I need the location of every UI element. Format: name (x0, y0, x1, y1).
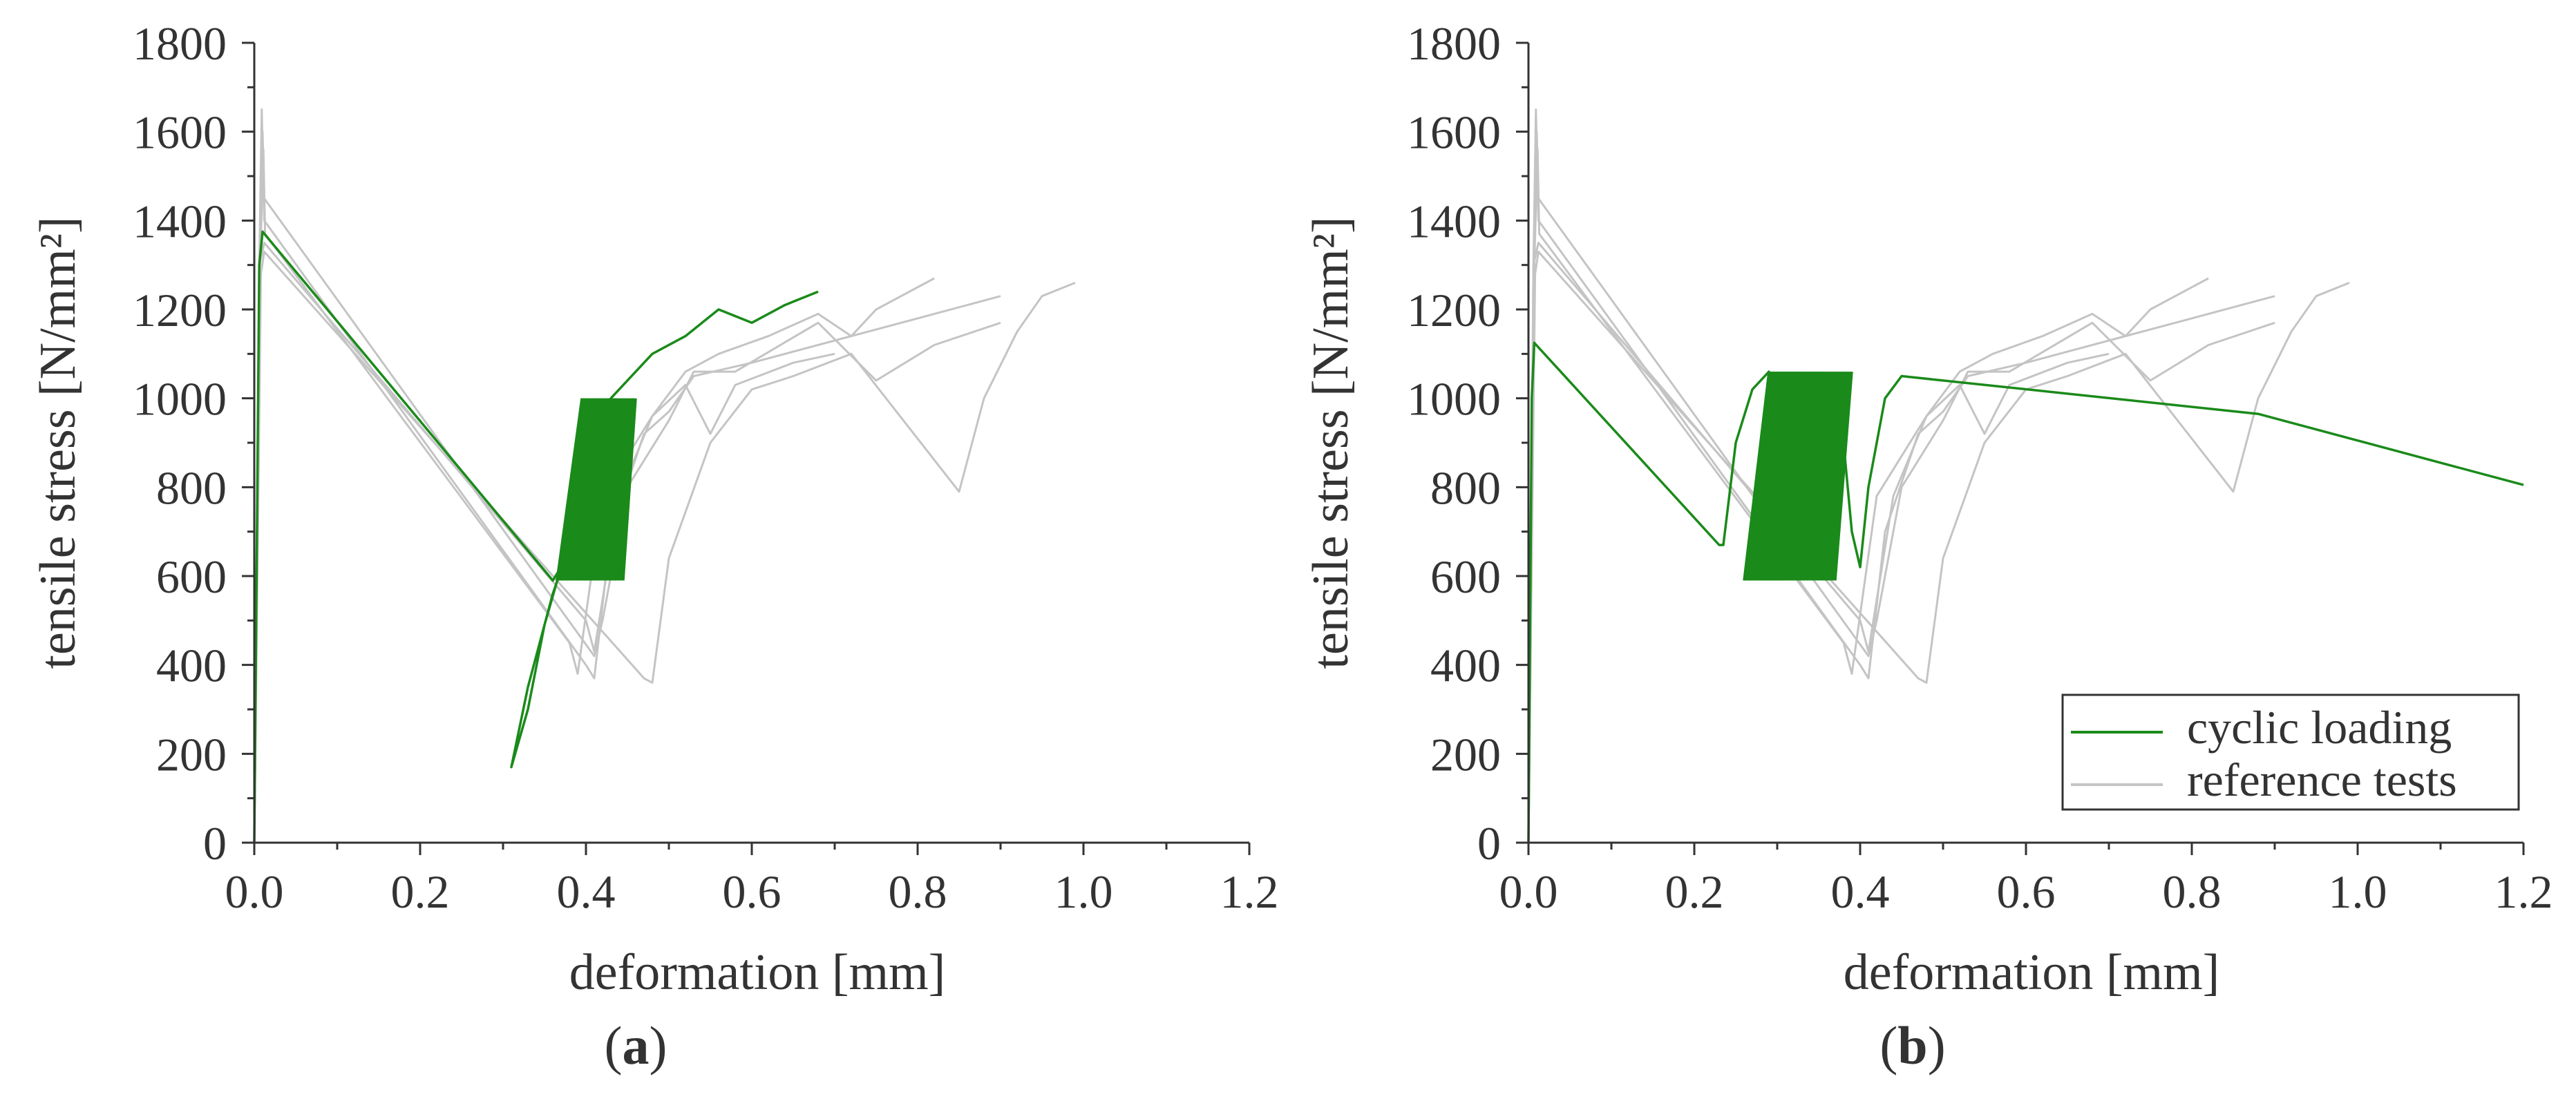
cyclic-series-b (1527, 341, 2524, 843)
y-tick-label-a-5: 1000 (133, 373, 227, 425)
y-tick-label-b-9: 1800 (1407, 17, 1501, 70)
y-tick-label-a-9: 1800 (133, 17, 227, 70)
y-tick-label-a-4: 800 (156, 461, 227, 514)
panel-label-a-letter: a (623, 1015, 650, 1075)
legend-box (2061, 693, 2520, 811)
y-tick-label-a-8: 1600 (133, 106, 227, 159)
x-tick-label-a-4: 0.8 (889, 865, 947, 918)
legend-b: cyclic loading reference tests (2061, 693, 2520, 811)
y-tick-label-b-4: 800 (1430, 461, 1501, 514)
x-tick-label-b-6: 1.2 (2494, 865, 2553, 918)
panel-label-a-open: ( (605, 1015, 623, 1075)
cyclic-series-a (253, 230, 819, 843)
y-tick-label-b-7: 1400 (1407, 195, 1501, 247)
cyclic-band-b (1743, 371, 1853, 581)
y-axis-label-a: tensile stress [N/mm²] (30, 216, 86, 669)
legend-label-reference: reference tests (2187, 754, 2457, 806)
x-tick-label-b-1: 0.2 (1665, 865, 1724, 918)
y-tick-label-b-3: 600 (1430, 550, 1501, 603)
y-tick-label-b-6: 1200 (1407, 284, 1501, 336)
x-tick-label-b-2: 0.4 (1831, 865, 1890, 918)
cyclic-loading-line-a (253, 230, 819, 843)
panel-label-a: (a) (605, 1015, 667, 1075)
reference-test-line-a-5 (253, 242, 835, 843)
reference-test-line-b-2 (1527, 131, 2275, 843)
y-tick-label-a-1: 200 (156, 728, 227, 781)
x-tick-label-a-1: 0.2 (391, 865, 450, 918)
x-axis-label-b: deformation [mm] (1844, 944, 2220, 1001)
panel-label-a-close: ) (650, 1015, 667, 1075)
x-ticks-a: 0.0 0.2 0.4 0.6 0.8 1.0 1.2 (225, 843, 1279, 918)
reference-series-a (253, 108, 1076, 843)
panel-label-b-letter: b (1897, 1015, 1927, 1075)
plot-area-a (253, 108, 1076, 843)
reference-test-line-a-4 (253, 250, 1076, 843)
y-tick-label-b-0: 0 (1477, 817, 1501, 870)
panel-a: 0 200 400 600 800 1000 1200 1400 1600 1800 0.0 0.2… (30, 17, 1279, 1075)
y-tick-label-b-2: 400 (1430, 640, 1501, 692)
x-tick-label-b-0: 0.0 (1499, 865, 1558, 918)
panel-label-b-close: ) (1928, 1015, 1946, 1075)
x-tick-label-a-6: 1.2 (1220, 865, 1279, 918)
x-tick-label-b-4: 0.8 (2163, 865, 2222, 918)
y-tick-label-b-8: 1600 (1407, 106, 1501, 159)
plot-area-b (1527, 108, 2524, 843)
x-tick-label-a-2: 0.4 (557, 865, 616, 918)
reference-test-line-b-5 (1527, 242, 2110, 843)
y-tick-label-b-1: 200 (1430, 728, 1501, 781)
panel-label-b: (b) (1879, 1015, 1945, 1075)
y-tick-label-a-3: 600 (156, 550, 227, 603)
reference-series-b (1527, 108, 2350, 843)
y-tick-label-a-0: 0 (203, 817, 227, 870)
x-tick-label-a-3: 0.6 (723, 865, 782, 918)
reference-test-line-b-1 (1527, 108, 2275, 843)
y-tick-label-a-6: 1200 (133, 284, 227, 336)
x-tick-label-a-0: 0.0 (225, 865, 284, 918)
y-ticks-a: 0 200 400 600 800 1000 1200 1400 1600 1800 (133, 17, 254, 870)
y-tick-label-a-2: 400 (156, 640, 227, 692)
x-tick-label-b-3: 0.6 (1997, 865, 2056, 918)
y-ticks-b: 0 200 400 600 800 1000 1200 1400 1600 1800 (1407, 17, 1528, 870)
y-tick-label-a-7: 1400 (133, 195, 227, 247)
cyclic-band-a (556, 398, 637, 581)
x-axis-label-a: deformation [mm] (569, 944, 946, 1001)
x-tick-label-b-5: 1.0 (2329, 865, 2387, 918)
legend-label-cyclic: cyclic loading (2187, 701, 2452, 754)
panel-label-b-open: ( (1879, 1015, 1897, 1075)
y-axis-label-b: tensile stress [N/mm²] (1303, 216, 1359, 669)
x-ticks-b: 0.0 0.2 0.4 0.6 0.8 1.0 1.2 (1499, 843, 2553, 918)
y-tick-label-b-5: 1000 (1407, 373, 1501, 425)
reference-test-line-a-2 (253, 131, 1001, 843)
x-tick-label-a-5: 1.0 (1054, 865, 1113, 918)
panel-b: 0 200 400 600 800 1000 1200 1400 1600 1800 0.0 0.2… (1303, 17, 2553, 1075)
